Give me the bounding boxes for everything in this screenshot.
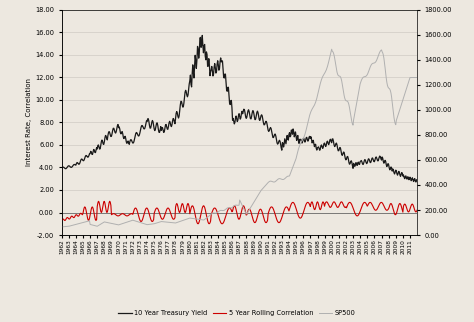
Legend: 10 Year Treasury Yield, 5 Year Rolling Correlation, SP500: 10 Year Treasury Yield, 5 Year Rolling C… bbox=[116, 307, 358, 319]
Y-axis label: Interest Rate, Correlation: Interest Rate, Correlation bbox=[26, 78, 32, 166]
